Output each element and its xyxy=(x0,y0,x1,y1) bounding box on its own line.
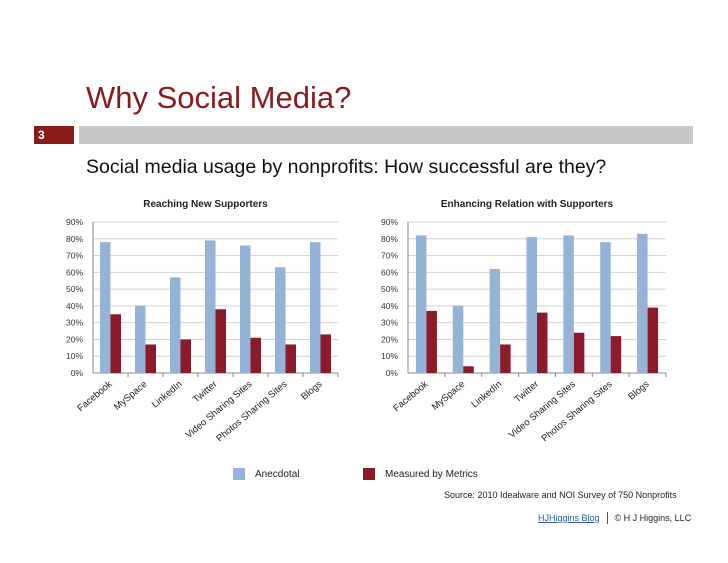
x-tick-label: Facebook xyxy=(391,379,430,414)
y-tick-label: 20% xyxy=(381,334,398,344)
bar-anecdotal xyxy=(563,235,574,373)
y-tick-label: 80% xyxy=(381,234,398,244)
bar-metrics xyxy=(463,366,474,373)
y-tick-label: 50% xyxy=(66,284,83,294)
chart-title: Reaching New Supporters xyxy=(143,199,268,210)
x-tick-label: Twitter xyxy=(512,379,541,405)
x-tick-label: Video Sharing Sites xyxy=(507,379,578,441)
bar-metrics xyxy=(610,336,622,373)
x-tick-label: Facebook xyxy=(75,379,114,414)
legend-item-metrics: Measured by Metrics xyxy=(363,468,478,480)
footer-blog-link[interactable]: HJHiggins Blog xyxy=(538,513,600,523)
bar-anecdotal xyxy=(275,267,286,373)
y-tick-label: 0% xyxy=(386,368,399,378)
bar-anecdotal xyxy=(415,235,427,373)
source-note: Source: 2010 Idealware and NOI Survey of… xyxy=(444,490,677,500)
y-tick-label: 50% xyxy=(381,284,398,294)
footer-copyright: © H J Higgins, LLC xyxy=(614,513,692,523)
y-tick-label: 90% xyxy=(66,217,83,227)
y-tick-label: 60% xyxy=(66,267,83,277)
slide-number: 3 xyxy=(34,126,74,144)
chart-title: Enhancing Relation with Supporters xyxy=(441,199,614,210)
bar-anecdotal xyxy=(310,242,321,373)
x-tick-label: Blogs xyxy=(626,379,651,403)
legend-swatch-anecdotal xyxy=(233,468,245,480)
bar-metrics xyxy=(426,310,437,373)
bar-anecdotal xyxy=(205,240,216,373)
y-tick-label: 70% xyxy=(381,251,398,261)
bar-metrics xyxy=(110,314,121,373)
chart-reaching-new-supporters: Reaching New Supporters 0% 10% 20% 30% 40% 50%… xyxy=(66,199,339,444)
bar-metrics xyxy=(215,309,226,373)
title-rule-bar xyxy=(79,126,693,144)
legend-label-metrics: Measured by Metrics xyxy=(385,468,478,480)
x-tick-label: Photos Sharing Sites xyxy=(540,379,615,445)
x-tick-label: Twitter xyxy=(191,379,220,405)
y-tick-label: 30% xyxy=(381,318,398,328)
bar-metrics xyxy=(500,344,511,373)
slide-title: Why Social Media? xyxy=(86,80,352,115)
y-tick-label: 10% xyxy=(66,351,83,361)
bar-anecdotal xyxy=(526,237,537,373)
bar-anecdotal xyxy=(100,242,111,373)
bar-metrics xyxy=(250,337,261,373)
y-tick-label: 90% xyxy=(381,217,398,227)
bar-anecdotal xyxy=(170,277,181,373)
bar-anecdotal xyxy=(240,245,251,373)
slide-subtitle: Social media usage by nonprofits: How su… xyxy=(86,156,607,178)
bar-metrics xyxy=(285,344,296,373)
y-tick-label: 40% xyxy=(66,301,83,311)
footer: HJHiggins Blog © H J Higgins, LLC xyxy=(538,512,691,524)
y-tick-label: 30% xyxy=(66,318,83,328)
y-tick-label: 10% xyxy=(381,351,398,361)
bar-anecdotal xyxy=(452,305,464,373)
x-tick-label: Blogs xyxy=(299,379,324,403)
bar-metrics xyxy=(647,307,659,373)
legend-swatch-metrics xyxy=(363,468,375,480)
bar-anecdotal xyxy=(489,268,501,373)
bar-metrics xyxy=(180,339,191,373)
legend-item-anecdotal: Anecdotal xyxy=(233,468,299,480)
y-tick-label: 70% xyxy=(66,251,83,261)
footer-separator xyxy=(606,512,608,524)
y-tick-label: 60% xyxy=(381,267,398,277)
x-tick-label: LinkedIn xyxy=(150,379,185,411)
y-tick-label: 40% xyxy=(381,301,398,311)
y-tick-label: 80% xyxy=(66,234,83,244)
bar-anecdotal xyxy=(600,242,611,373)
y-tick-label: 0% xyxy=(71,368,84,378)
x-tick-label: MySpace xyxy=(112,379,149,413)
bar-anecdotal xyxy=(637,233,648,373)
y-tick-label: 20% xyxy=(66,334,83,344)
chart-enhancing-relation: Enhancing Relation with Supporters 0% 10% 2… xyxy=(381,199,667,445)
x-tick-label: MySpace xyxy=(430,379,467,413)
bar-anecdotal xyxy=(135,305,146,373)
bar-metrics xyxy=(537,312,548,373)
x-tick-label: LinkedIn xyxy=(469,379,504,411)
bar-metrics xyxy=(145,344,156,373)
bar-metrics xyxy=(573,332,585,373)
legend-label-anecdotal: Anecdotal xyxy=(255,468,300,480)
bar-metrics xyxy=(320,334,331,373)
